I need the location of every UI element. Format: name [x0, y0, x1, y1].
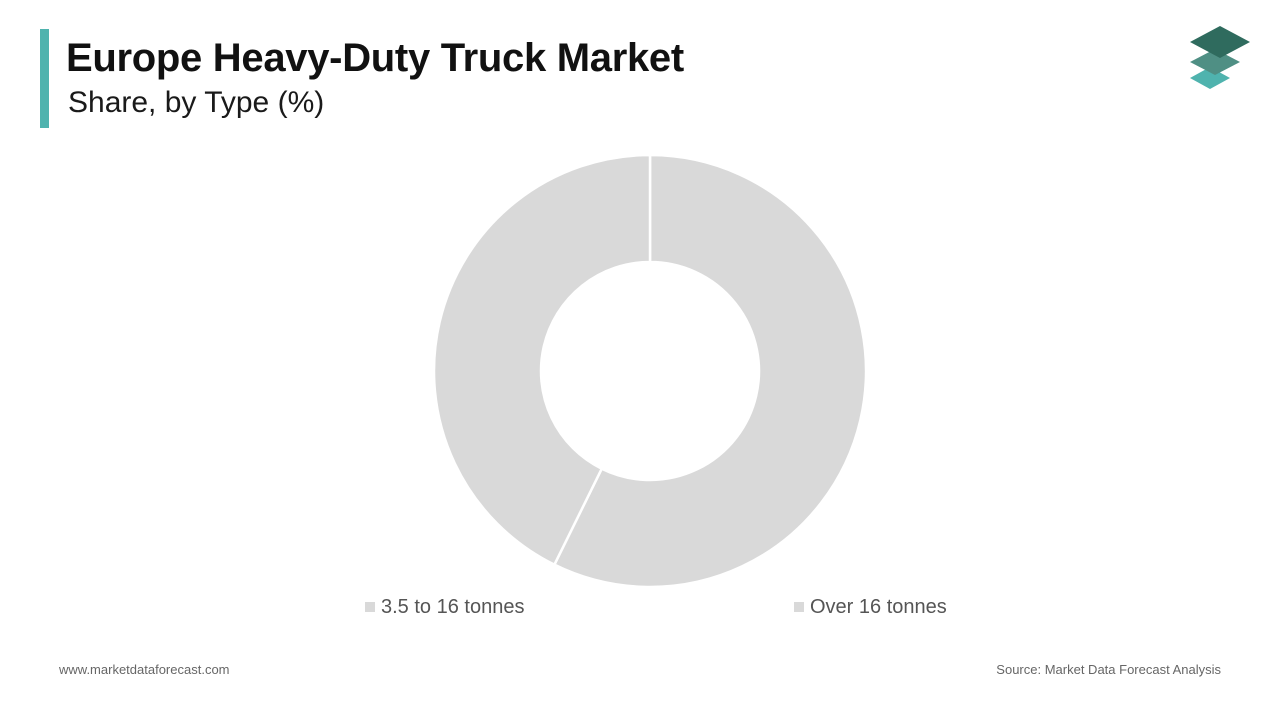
title-accent-bar	[40, 29, 49, 128]
legend-swatch	[365, 602, 375, 612]
donut-slice-3-5-to-16-tonnes	[432, 153, 652, 566]
legend-label: 3.5 to 16 tonnes	[381, 595, 525, 618]
legend-item-over-16-tonnes: Over 16 tonnes	[794, 594, 947, 620]
legend-swatch	[794, 602, 804, 612]
legend-label: Over 16 tonnes	[810, 595, 947, 618]
chart-subtitle: Share, by Type (%)	[68, 86, 325, 119]
logo-middle-layer	[1190, 49, 1240, 75]
stacked-layers-logo-icon	[1190, 26, 1250, 89]
logo-bottom-layer	[1190, 67, 1230, 89]
donut-slice-over-16-tonnes	[553, 153, 868, 589]
footer-website: www.marketdataforecast.com	[59, 662, 230, 677]
footer-source: Source: Market Data Forecast Analysis	[996, 662, 1221, 677]
chart-title: Europe Heavy-Duty Truck Market	[66, 36, 684, 80]
logo-top-layer	[1190, 26, 1250, 58]
legend-item-3-5-to-16-tonnes: 3.5 to 16 tonnes	[365, 594, 524, 620]
